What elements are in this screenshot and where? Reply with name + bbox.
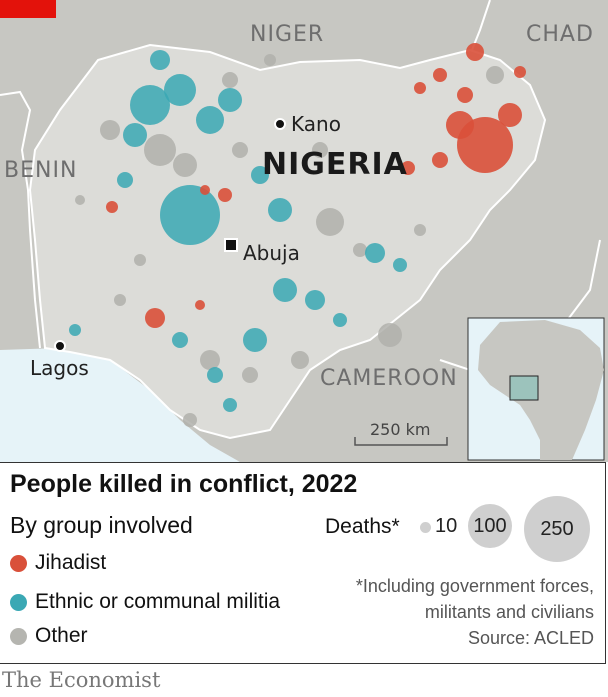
event-other [486,66,504,84]
event-jihadist [432,152,448,168]
scale-bar-label: 250 km [370,420,431,439]
event-ethnic [223,398,237,412]
nigeria-conflict-map [0,0,608,462]
event-other [291,351,309,369]
event-jihadist [446,111,474,139]
legend-item-label: Ethnic or communal militia [35,590,281,613]
event-ethnic [305,290,325,310]
event-other [312,142,328,158]
events-ethnic [69,50,407,412]
legend-item-label: Jihadist [35,551,107,574]
event-other [134,254,146,266]
chart-title: People killed in conflict, 2022 [10,470,358,498]
event-ethnic [218,88,242,112]
legend-item-label: Other [35,624,88,647]
event-jihadist [433,68,447,82]
legend-item-other: Other [10,624,88,648]
gulf-of-guinea [0,348,240,462]
event-other [222,72,238,88]
label-benin: BENIN [4,158,78,183]
border-benin [0,90,41,349]
event-jihadist [218,188,232,202]
event-other [414,224,426,236]
event-jihadist [498,103,522,127]
size-label-10: 10 [435,515,458,537]
ethnic-swatch [10,593,27,611]
event-other [100,120,120,140]
event-ethnic [117,172,133,188]
event-other [183,413,197,427]
label-cameroon: CAMEROON [320,366,458,391]
lagos-marker [54,340,66,352]
event-ethnic [273,278,297,302]
source-note: Source: ACLED [467,628,594,648]
event-jihadist [195,300,205,310]
events-other [75,54,504,427]
event-other [200,350,220,370]
event-ethnic [164,74,196,106]
event-other [353,243,367,257]
note-line-2: militants and civilians [424,602,594,622]
event-other [144,134,176,166]
size-label-250: 250 [540,517,574,540]
event-ethnic [172,332,188,348]
event-ethnic [243,328,267,352]
label-chad: CHAD [526,22,594,47]
events-jihadist [106,43,526,328]
label-niger: NIGER [250,22,325,47]
event-jihadist [457,87,473,103]
event-ethnic [123,123,147,147]
deaths-size-label: Deaths* [325,515,400,538]
legend-subtitle: By group involved [10,512,193,538]
event-jihadist [414,82,426,94]
legend-item-jihadist: Jihadist [10,551,106,575]
event-other [242,367,258,383]
event-jihadist [106,201,118,213]
size-label-100: 100 [473,514,507,537]
event-jihadist [514,66,526,78]
event-ethnic [160,185,220,245]
event-other [173,153,197,177]
event-ethnic [333,313,347,327]
scale-bar [354,437,448,446]
economist-red-tab [0,0,56,18]
label-abuja: Abuja [243,241,300,265]
legend-panel [0,462,606,664]
note-line-1: *Including government forces, [355,576,594,596]
event-ethnic [69,324,81,336]
event-ethnic [130,85,170,125]
inset-map [467,317,605,461]
inset-highlight [509,375,539,401]
other-swatch [10,627,27,645]
event-ethnic [196,106,224,134]
event-jihadist [401,161,415,175]
event-ethnic [393,258,407,272]
abuja-marker [224,238,238,252]
event-other [264,54,276,66]
size-circle-250: 250 [524,496,590,562]
event-other [114,294,126,306]
label-nigeria: NIGERIA [262,147,408,182]
event-other [75,195,85,205]
event-ethnic [268,198,292,222]
event-jihadist [466,43,484,61]
economist-logo: The Economist [2,668,161,692]
kano-marker [274,118,286,130]
event-other [232,142,248,158]
size-circle-10 [420,522,431,533]
event-other [316,208,344,236]
event-jihadist [200,185,210,195]
inset-africa [478,320,604,460]
event-other [378,323,402,347]
event-ethnic [365,243,385,263]
legend-item-ethnic: Ethnic or communal militia [10,590,280,614]
event-ethnic [251,166,269,184]
event-ethnic [150,50,170,70]
jihadist-swatch [10,554,27,572]
event-ethnic [207,367,223,383]
event-jihadist [145,308,165,328]
label-lagos: Lagos [30,356,89,380]
size-circle-100: 100 [468,504,512,548]
label-kano: Kano [291,112,341,136]
